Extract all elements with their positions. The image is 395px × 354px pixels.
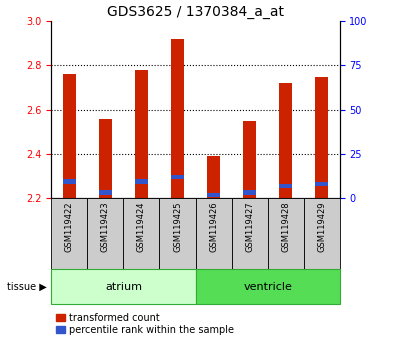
Text: ventricle: ventricle — [243, 282, 292, 292]
Bar — [279, 83, 292, 198]
Bar — [243, 190, 256, 195]
Bar — [279, 184, 292, 188]
Text: GSM119422: GSM119422 — [65, 201, 74, 252]
Text: atrium: atrium — [105, 282, 142, 292]
Bar — [135, 179, 148, 184]
Text: GSM119424: GSM119424 — [137, 201, 146, 252]
Bar — [51, 269, 196, 304]
Bar — [171, 175, 184, 179]
Bar — [123, 198, 160, 269]
Bar — [51, 198, 87, 269]
Bar — [99, 190, 112, 195]
Bar — [304, 198, 340, 269]
Bar — [207, 156, 220, 198]
Bar — [63, 179, 76, 184]
Text: GSM119423: GSM119423 — [101, 201, 110, 252]
Legend: transformed count, percentile rank within the sample: transformed count, percentile rank withi… — [56, 313, 234, 335]
Bar — [135, 70, 148, 198]
Text: GSM119429: GSM119429 — [317, 201, 326, 252]
Text: GSM119426: GSM119426 — [209, 201, 218, 252]
Bar — [315, 76, 328, 198]
Bar — [207, 193, 220, 197]
Bar — [171, 39, 184, 198]
Bar — [63, 74, 76, 198]
Bar — [196, 269, 340, 304]
Bar — [160, 198, 196, 269]
Text: tissue ▶: tissue ▶ — [8, 282, 47, 292]
Text: GSM119425: GSM119425 — [173, 201, 182, 252]
Bar — [87, 198, 123, 269]
Title: GDS3625 / 1370384_a_at: GDS3625 / 1370384_a_at — [107, 5, 284, 19]
Bar — [196, 198, 231, 269]
Text: GSM119427: GSM119427 — [245, 201, 254, 252]
Bar — [231, 198, 267, 269]
Text: GSM119428: GSM119428 — [281, 201, 290, 252]
Bar — [99, 119, 112, 198]
Bar — [243, 121, 256, 198]
Bar — [267, 198, 304, 269]
Bar — [315, 182, 328, 186]
